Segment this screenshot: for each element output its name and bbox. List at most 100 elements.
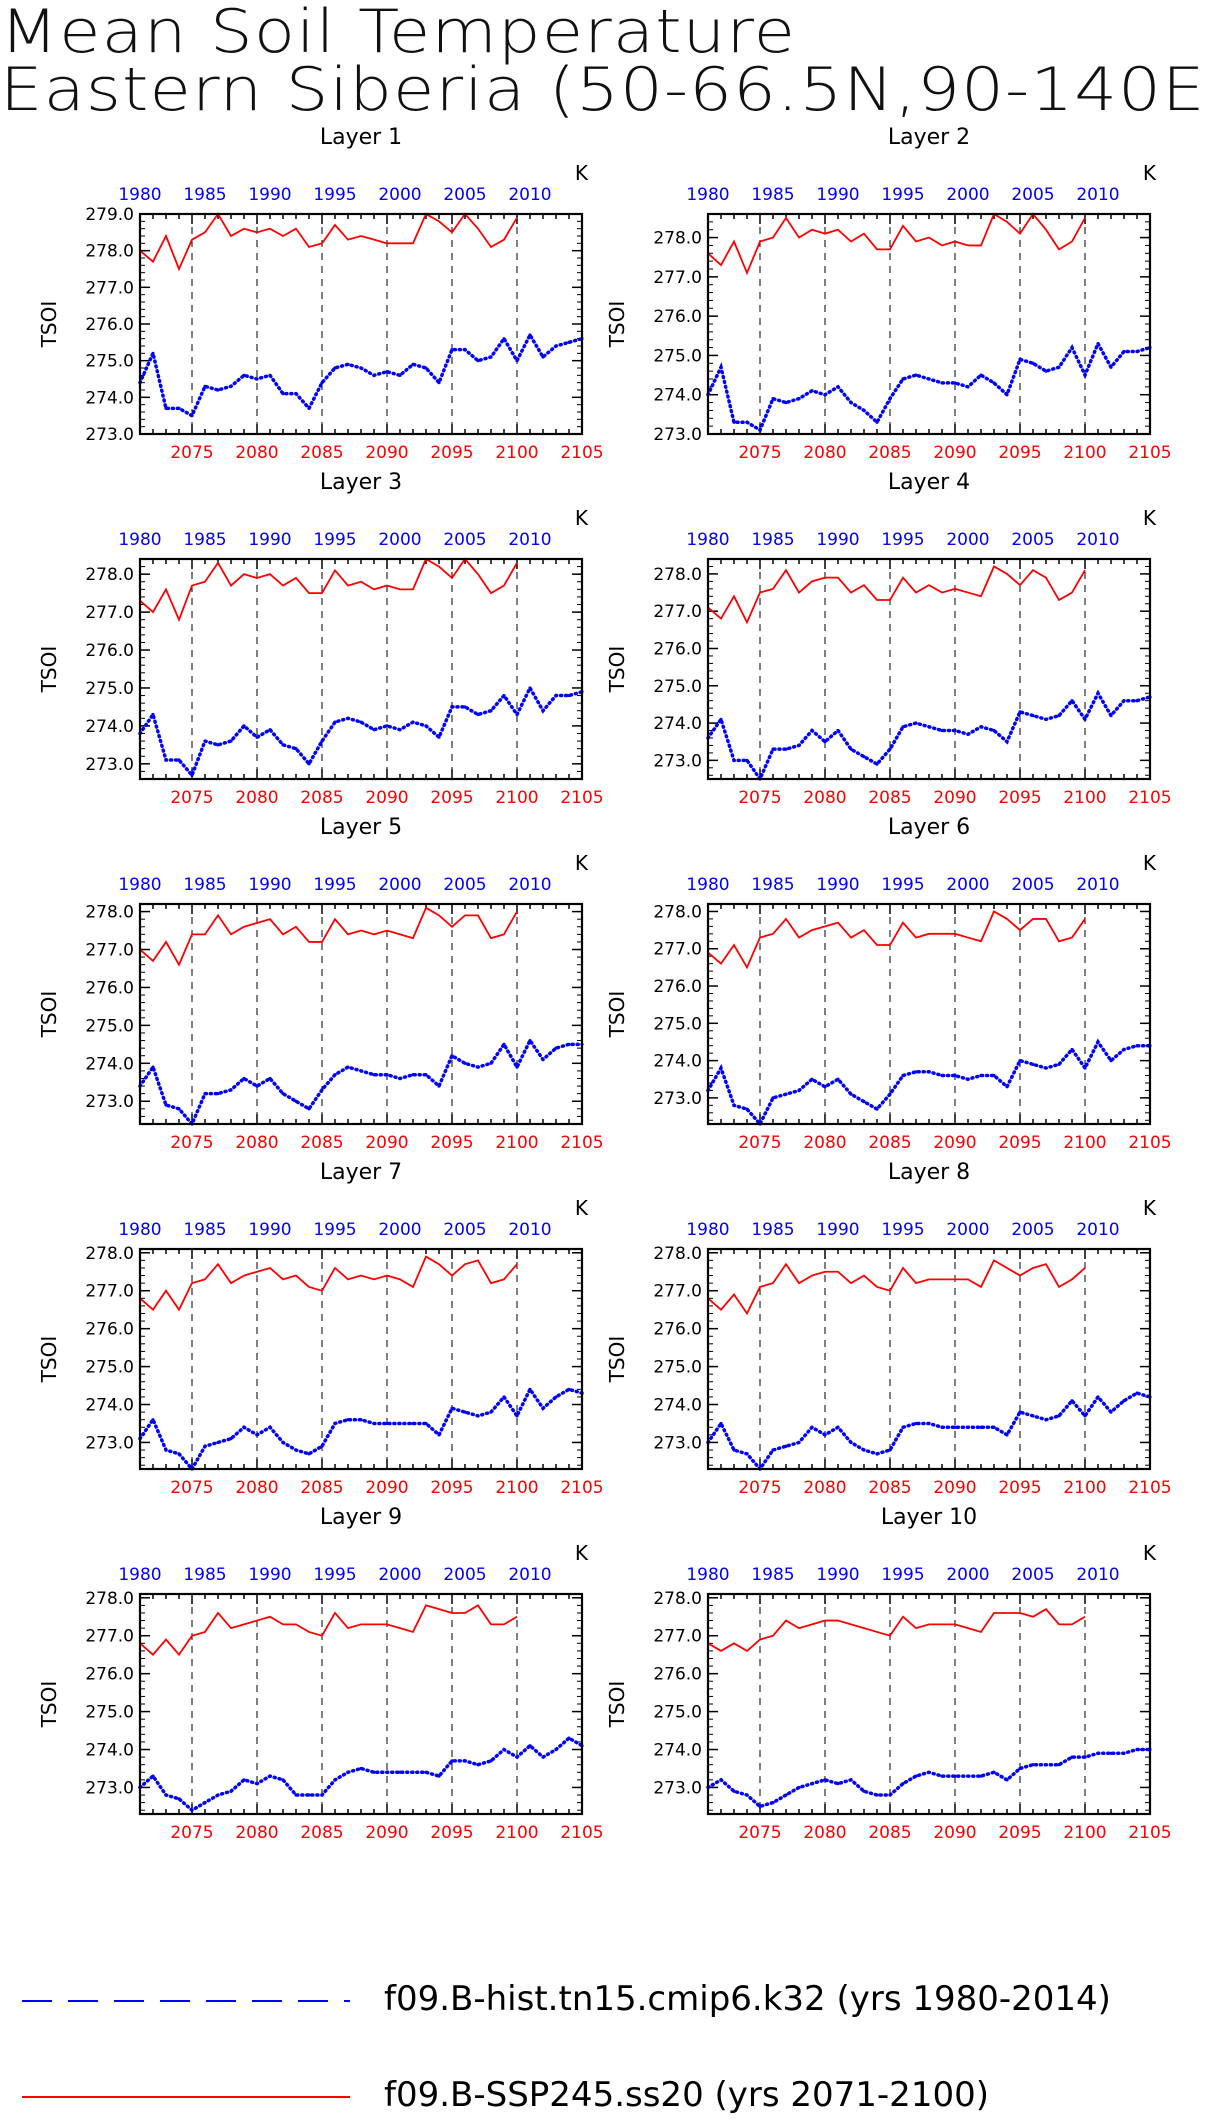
data-point-hist (398, 728, 402, 732)
plot-frame (138, 1247, 584, 1471)
x-top-tick-label: 1990 (816, 185, 859, 205)
data-point-hist (745, 420, 749, 424)
data-point-hist (502, 1395, 506, 1399)
x-top-tick-label: 1995 (313, 1565, 356, 1585)
x-bottom-tick-label: 2105 (1128, 443, 1171, 463)
data-point-hist (914, 373, 918, 377)
panel-title: Layer 1 (320, 125, 402, 150)
data-point-hist (1018, 1410, 1022, 1414)
data-point-hist (333, 1778, 337, 1782)
data-point-hist (515, 359, 519, 363)
x-bottom-tick-label: 2080 (803, 1478, 846, 1498)
data-point-hist (1057, 1062, 1061, 1066)
panel-title: Layer 6 (888, 815, 970, 840)
data-point-hist (901, 1425, 905, 1429)
data-point-hist (797, 743, 801, 748)
x-bottom-tick-label: 2090 (365, 443, 408, 463)
data-point-hist (437, 1084, 441, 1088)
x-bottom-tick-label: 2105 (560, 443, 603, 463)
x-top-tick-label: 2000 (378, 1220, 421, 1240)
data-point-hist (281, 1092, 285, 1096)
x-top-tick-label: 1990 (248, 185, 291, 205)
data-point-hist (190, 1808, 194, 1812)
data-point-hist (862, 755, 866, 759)
data-point-hist (888, 1448, 892, 1452)
data-point-hist (528, 1038, 532, 1043)
x-bottom-tick-label: 2075 (170, 1478, 213, 1498)
data-point-hist (359, 720, 363, 724)
data-point-hist (437, 381, 441, 385)
panel-title: Layer 5 (320, 815, 402, 840)
data-point-hist (1070, 345, 1074, 350)
data-point-hist (1057, 714, 1061, 718)
units-label: K (575, 161, 589, 185)
data-point-hist (745, 1793, 749, 1797)
data-point-hist (255, 1782, 259, 1786)
data-point-hist (1083, 373, 1087, 377)
data-point-hist (229, 739, 233, 743)
figure-subtitle: Eastern Siberia (50-66.5N,90-140E) (0, 55, 1210, 125)
data-point-hist (307, 1107, 311, 1111)
y-tick-label: 275.0 (653, 677, 702, 697)
data-point-hist (203, 739, 207, 743)
panel-title: Layer 9 (320, 1505, 402, 1530)
data-point-hist (1018, 1059, 1022, 1063)
data-point-hist (823, 1778, 827, 1782)
panel-4: Layer 4 K TSOI 273.0 274.0 275.0 276.0 277.0 278… (605, 470, 1172, 808)
data-point-hist (1135, 1747, 1139, 1752)
x-bottom-tick-label: 2085 (868, 443, 911, 463)
data-point-hist (823, 393, 827, 397)
data-point-hist (901, 725, 905, 729)
data-point-hist (398, 1770, 402, 1774)
x-bottom-tick-label: 2090 (365, 788, 408, 808)
data-point-hist (463, 348, 467, 352)
x-bottom-tick-label: 2085 (868, 1823, 911, 1843)
data-point-hist (424, 366, 428, 370)
data-point-hist (888, 1092, 892, 1096)
data-point-hist (502, 337, 506, 341)
units-label: K (1143, 851, 1157, 875)
data-point-hist (203, 1801, 207, 1805)
x-top-tick-label: 1995 (313, 185, 356, 205)
data-point-hist (294, 392, 298, 396)
data-point-hist (346, 1065, 350, 1069)
data-point-hist (151, 712, 155, 717)
y-tick-label: 274.0 (653, 1052, 702, 1072)
data-point-hist (424, 1770, 428, 1774)
x-bottom-tick-label: 2090 (365, 1133, 408, 1153)
x-top-tick-label: 2010 (508, 1565, 551, 1585)
data-point-hist (541, 1406, 545, 1410)
x-top-tick-label: 1990 (816, 1220, 859, 1240)
data-point-hist (927, 1070, 931, 1074)
data-point-hist (940, 1774, 944, 1778)
x-bottom-tick-label: 2105 (560, 1133, 603, 1153)
x-top-tick-label: 2010 (1076, 530, 1119, 550)
data-point-hist (914, 721, 918, 725)
data-point-hist (320, 739, 324, 743)
data-point-hist (359, 1418, 363, 1422)
data-point-hist (489, 1759, 493, 1763)
data-point-hist (732, 1448, 736, 1452)
x-bottom-tick-label: 2085 (868, 1133, 911, 1153)
data-point-hist (502, 1042, 506, 1046)
x-bottom-tick-label: 2095 (998, 1478, 1041, 1498)
y-tick-label: 277.0 (85, 1282, 134, 1302)
data-point-hist (1122, 1047, 1126, 1052)
data-point-hist (476, 1414, 480, 1418)
y-tick-label: 273.0 (85, 1092, 134, 1112)
x-bottom-tick-label: 2090 (933, 1133, 976, 1153)
y-tick-label: 276.0 (85, 1320, 134, 1340)
data-point-hist (849, 747, 853, 751)
data-point-hist (372, 373, 376, 377)
y-tick-label: 277.0 (653, 940, 702, 960)
data-point-hist (940, 1073, 944, 1078)
x-bottom-tick-label: 2075 (170, 443, 213, 463)
data-point-hist (177, 1452, 181, 1456)
x-top-tick-label: 2000 (946, 185, 989, 205)
y-tick-label: 278.0 (85, 1244, 134, 1264)
x-top-tick-label: 2005 (1011, 1220, 1054, 1240)
x-top-tick-label: 2000 (378, 875, 421, 895)
data-point-hist (927, 377, 931, 381)
y-tick-label: 275.0 (653, 1358, 702, 1378)
